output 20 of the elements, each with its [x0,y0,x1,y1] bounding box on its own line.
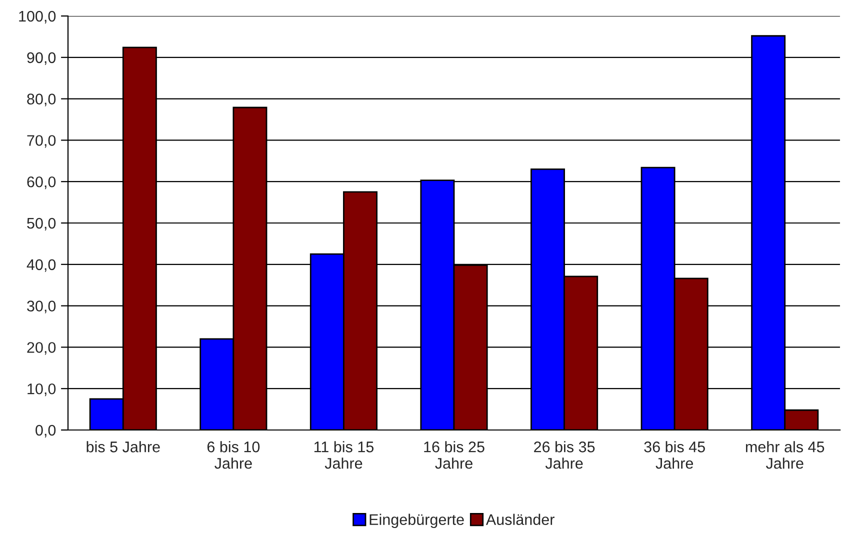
y-tick-label: 30,0 [27,300,56,314]
y-tick-label: 20,0 [27,342,56,355]
y-tick-label: 40,0 [26,259,56,272]
x-tick-label: 11 bis 15 Jahre [314,441,374,469]
y-tick-label: 10,0 [28,383,56,396]
x-tick-label: 16 bis 25 Jahre [424,441,484,469]
y-tick-label: 70,0 [27,135,56,148]
y-tick-label: 0,0 [36,424,56,438]
x-tick-label: 36 bis 45 Jahre [644,441,705,469]
y-tick-label: 90,0 [27,52,56,65]
y-tick-label: 60,0 [27,176,56,190]
x-tick-label: 6 bis 10 Jahre [207,441,260,469]
y-tick-label: 100,0 [19,10,56,24]
y-tick-label: 50,0 [27,218,56,230]
x-tick-label: mehr als 45 Jahre [746,441,824,469]
legend-label: Ausländer [486,514,554,526]
x-tick-label: 26 bis 35 Jahre [534,441,595,469]
y-tick-label: 80,0 [27,94,56,106]
legend-label: Eingebürgerte [370,514,464,528]
x-tick-label: bis 5 Jahre [86,441,160,452]
